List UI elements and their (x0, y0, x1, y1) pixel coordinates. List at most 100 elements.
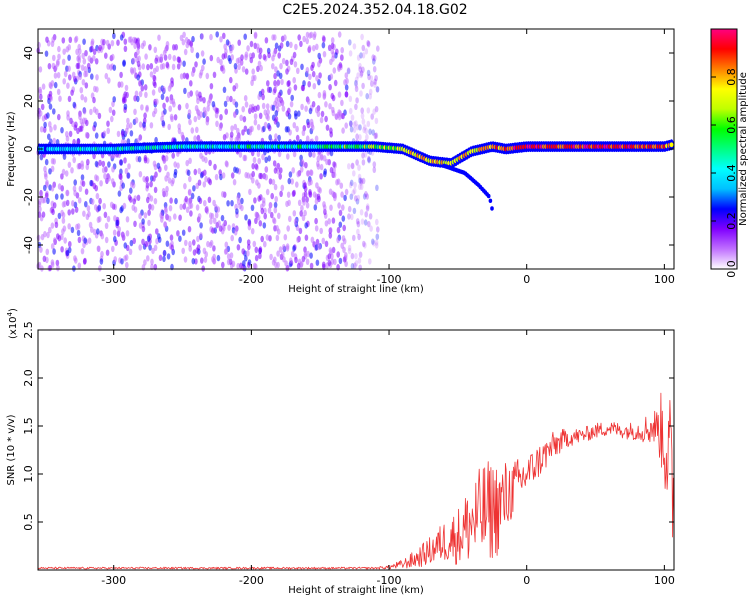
noise-cell (74, 206, 79, 213)
noise-cell (364, 211, 369, 218)
noise-cell (48, 264, 52, 272)
noise-cell (164, 213, 169, 220)
noise-cell (331, 109, 336, 117)
noise-cell (88, 221, 93, 229)
noise-cell (267, 51, 271, 59)
noise-cell (106, 127, 110, 134)
signal-core (669, 142, 674, 148)
noise-cell (357, 164, 361, 171)
noise-cell (230, 54, 234, 61)
noise-cell (173, 161, 177, 168)
noise-cell (84, 131, 89, 139)
noise-cell (87, 237, 92, 244)
noise-cell (365, 203, 370, 210)
noise-cell (197, 179, 202, 186)
noise-cell (125, 261, 129, 269)
noise-cell (155, 238, 159, 245)
noise-cell (129, 187, 133, 194)
noise-cell (273, 72, 277, 80)
noise-cell (78, 185, 83, 192)
x-tick-label: -200 (239, 574, 264, 587)
snr-multiplier-base: (x10 (8, 316, 19, 339)
noise-cell (131, 57, 136, 64)
noise-cell (365, 93, 370, 100)
noise-cell (331, 190, 335, 197)
noise-cell (183, 256, 188, 263)
noise-cell (77, 54, 81, 61)
noise-cell (250, 79, 254, 87)
noise-cell (81, 180, 86, 187)
noise-cell (344, 188, 349, 196)
noise-cell (267, 155, 272, 162)
noise-cell (173, 114, 178, 121)
noise-cell (288, 215, 292, 223)
noise-cell (337, 65, 341, 72)
noise-cell (372, 166, 377, 173)
noise-cell (107, 77, 111, 84)
noise-cell (274, 81, 279, 88)
noise-cell (301, 255, 306, 263)
noise-cell (90, 40, 94, 47)
noise-cell (348, 50, 353, 57)
noise-cell (289, 41, 293, 48)
noise-cell (183, 183, 187, 190)
noise-cell (129, 130, 134, 137)
noise-cell (328, 227, 333, 234)
noise-cell (247, 259, 252, 266)
noise-cell (148, 244, 152, 251)
noise-cell (340, 47, 345, 54)
noise-cell (325, 124, 330, 131)
noise-cell (290, 94, 295, 102)
noise-cell (68, 74, 72, 81)
noise-cell (303, 209, 307, 217)
noise-cell (109, 201, 114, 208)
noise-cell (244, 68, 249, 75)
noise-cell (230, 125, 234, 132)
noise-cell (354, 76, 359, 83)
noise-cell (283, 234, 288, 241)
noise-cell (361, 177, 366, 185)
noise-cell (276, 261, 280, 269)
noise-cell (205, 119, 210, 126)
noise-cell (45, 179, 49, 186)
noise-cell (304, 234, 309, 241)
noise-cell (113, 235, 117, 243)
noise-cell (257, 60, 262, 67)
noise-cell (180, 131, 185, 139)
noise-cell (150, 258, 154, 265)
noise-cell (354, 253, 358, 260)
noise-cell (239, 59, 244, 66)
noise-cell (153, 198, 158, 205)
noise-cell (66, 110, 70, 117)
noise-cell (134, 90, 139, 97)
noise-cell (322, 90, 327, 97)
noise-cell (155, 98, 159, 105)
noise-cell (212, 245, 216, 252)
noise-cell (136, 137, 140, 145)
noise-cell (335, 179, 339, 186)
noise-cell (74, 35, 79, 42)
noise-cell (100, 250, 104, 258)
noise-cell (82, 210, 86, 217)
noise-cell (244, 101, 249, 108)
noise-cell (346, 67, 351, 75)
noise-cell (214, 173, 219, 181)
spectrogram-y-label: Frequency (Hz) (6, 111, 17, 187)
noise-cell (170, 244, 174, 251)
noise-cell (273, 167, 278, 174)
noise-cell (296, 236, 300, 243)
noise-cell (227, 224, 231, 231)
noise-cell (162, 255, 166, 263)
noise-cell (278, 246, 283, 253)
noise-cell (140, 104, 144, 111)
noise-cell (204, 175, 208, 183)
noise-cell (363, 151, 368, 158)
noise-cell (78, 113, 82, 121)
noise-cell (219, 173, 223, 181)
noise-cell (355, 159, 359, 166)
noise-cell (308, 32, 312, 39)
noise-cell (256, 65, 260, 73)
noise-cell (236, 262, 240, 270)
noise-cell (258, 47, 263, 54)
noise-cell (348, 107, 353, 115)
